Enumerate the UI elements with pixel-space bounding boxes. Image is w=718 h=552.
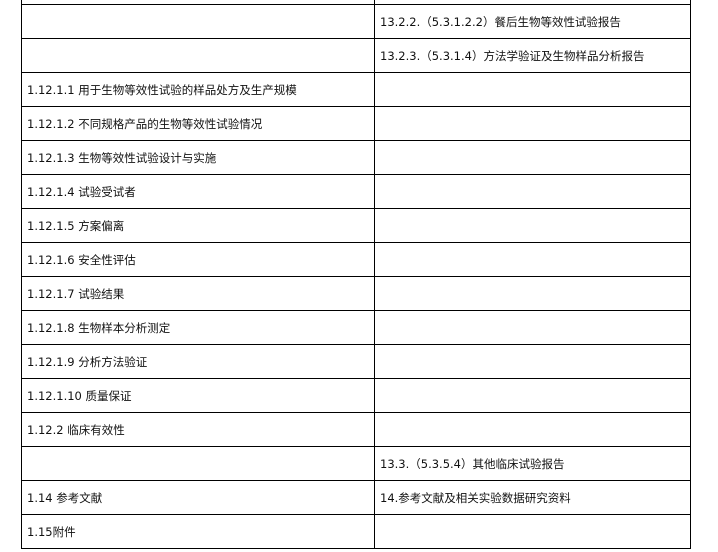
table-row: 1.15附件 xyxy=(21,514,691,549)
table-cell-right xyxy=(374,276,691,311)
table-row: 1.12.1.4 试验受试者 xyxy=(21,174,691,209)
table-cell-left: 1.12.1.1 用于生物等效性试验的样品处方及生产规模 xyxy=(21,72,375,107)
table-cell-left: 1.12.1.9 分析方法验证 xyxy=(21,344,375,379)
table-cell-left: 1.12.1.2 不同规格产品的生物等效性试验情况 xyxy=(21,106,375,141)
table-cell-left: 1.12.1.3 生物等效性试验设计与实施 xyxy=(21,140,375,175)
table-row: 1.12.2 临床有效性 xyxy=(21,412,691,447)
table-row: 1.12.1.8 生物样本分析测定 xyxy=(21,310,691,345)
table-row: 1.12.1.3 生物等效性试验设计与实施 xyxy=(21,140,691,175)
table-cell-right: 14.参考文献及相关实验数据研究资料 xyxy=(374,480,691,515)
table-cell-right xyxy=(374,140,691,175)
table-cell-right xyxy=(374,514,691,549)
table-cell-left: 1.12.1.5 方案偏离 xyxy=(21,208,375,243)
document-table: 13.2.2.（5.3.1.2.2）餐后生物等效性试验报告 13.2.3.（5.3… xyxy=(21,0,691,549)
table-row: 1.12.1.2 不同规格产品的生物等效性试验情况 xyxy=(21,106,691,141)
table-cell-right xyxy=(374,310,691,345)
table-row: 1.12.1.6 安全性评估 xyxy=(21,242,691,277)
table-cell-right xyxy=(374,72,691,107)
table-cell-left: 1.12.1.8 生物样本分析测定 xyxy=(21,310,375,345)
table-cell-right: 13.3.（5.3.5.4）其他临床试验报告 xyxy=(374,446,691,481)
table-row: 1.12.1.7 试验结果 xyxy=(21,276,691,311)
table-row: 1.12.1.1 用于生物等效性试验的样品处方及生产规模 xyxy=(21,72,691,107)
table-cell-right xyxy=(374,378,691,413)
table-cell-right: 13.2.3.（5.3.1.4）方法学验证及生物样品分析报告 xyxy=(374,38,691,73)
table-row: 13.2.2.（5.3.1.2.2）餐后生物等效性试验报告 xyxy=(21,4,691,39)
table-cell-left: 1.12.1.7 试验结果 xyxy=(21,276,375,311)
table-row: 1.14 参考文献 14.参考文献及相关实验数据研究资料 xyxy=(21,480,691,515)
table-cell-left: 1.12.2 临床有效性 xyxy=(21,412,375,447)
table-cell-right xyxy=(374,174,691,209)
table-cell-right xyxy=(374,344,691,379)
table-row: 13.3.（5.3.5.4）其他临床试验报告 xyxy=(21,446,691,481)
table-row: 1.12.1.5 方案偏离 xyxy=(21,208,691,243)
table-cell-left: 1.14 参考文献 xyxy=(21,480,375,515)
table-row: 1.12.1.10 质量保证 xyxy=(21,378,691,413)
table-cell-right: 13.2.2.（5.3.1.2.2）餐后生物等效性试验报告 xyxy=(374,4,691,39)
table-cell-right xyxy=(374,208,691,243)
table-cell-right xyxy=(374,106,691,141)
table-cell-left: 1.12.1.6 安全性评估 xyxy=(21,242,375,277)
table-cell-left: 1.12.1.4 试验受试者 xyxy=(21,174,375,209)
table-cell-left: 1.15附件 xyxy=(21,514,375,549)
table-cell-left xyxy=(21,4,375,39)
table-cell-left: 1.12.1.10 质量保证 xyxy=(21,378,375,413)
table-cell-left xyxy=(21,446,375,481)
table-row: 13.2.3.（5.3.1.4）方法学验证及生物样品分析报告 xyxy=(21,38,691,73)
table-cell-right xyxy=(374,412,691,447)
table-row: 1.12.1.9 分析方法验证 xyxy=(21,344,691,379)
table-cell-right xyxy=(374,242,691,277)
table-cell-left xyxy=(21,38,375,73)
